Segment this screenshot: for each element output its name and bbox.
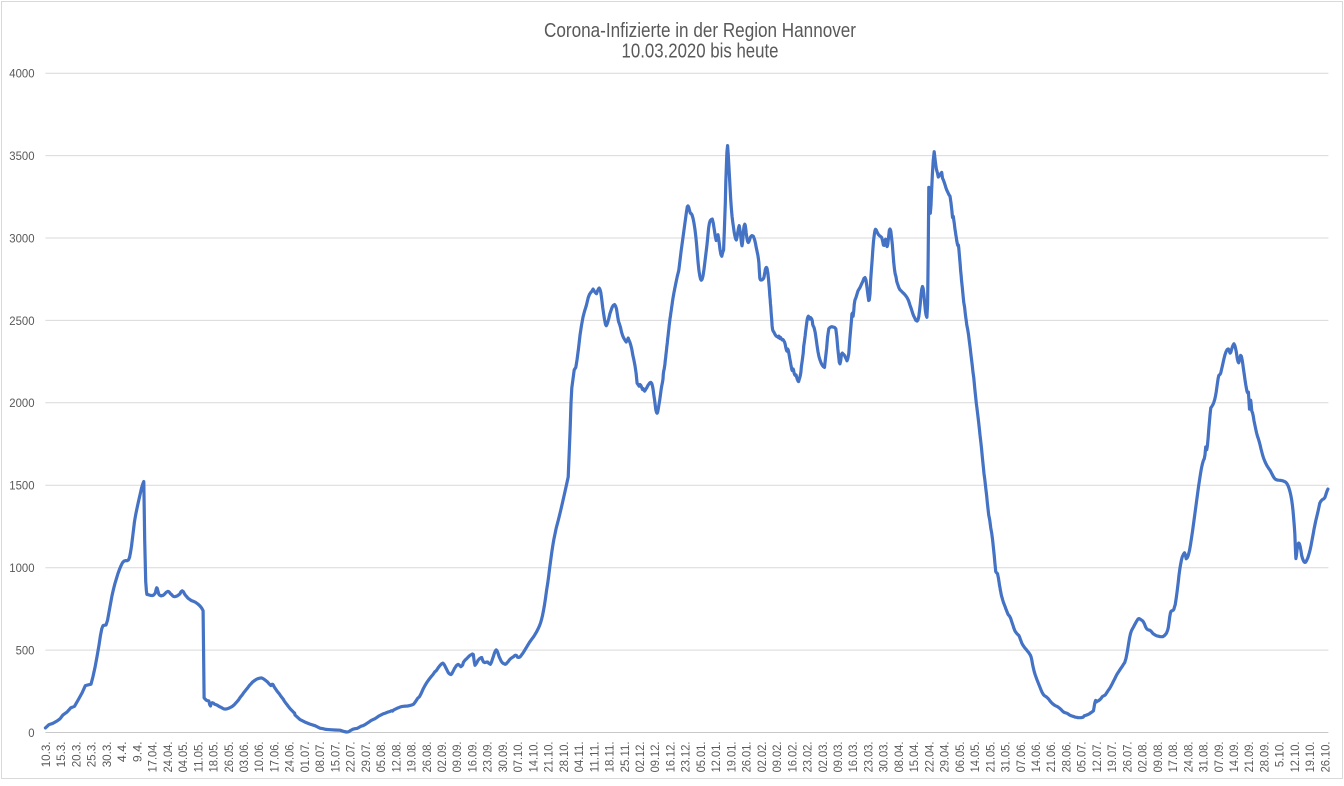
svg-text:11.11.: 11.11.: [587, 742, 601, 773]
svg-text:09.08.: 09.08.: [1151, 742, 1165, 773]
svg-text:30.3.: 30.3.: [100, 742, 114, 768]
svg-text:12.10.: 12.10.: [1288, 742, 1302, 773]
svg-text:18.11.: 18.11.: [603, 742, 617, 773]
svg-text:23.09.: 23.09.: [481, 742, 495, 773]
svg-text:2000: 2000: [9, 396, 34, 410]
svg-text:21.10.: 21.10.: [542, 742, 556, 773]
svg-text:12.01.: 12.01.: [709, 742, 723, 773]
svg-text:30.03.: 30.03.: [877, 742, 891, 773]
svg-text:07.09.: 07.09.: [1212, 742, 1226, 773]
svg-text:05.08.: 05.08.: [374, 742, 388, 773]
svg-text:22.07.: 22.07.: [344, 742, 358, 773]
svg-text:15.3.: 15.3.: [54, 742, 68, 768]
svg-text:3000: 3000: [9, 231, 34, 245]
svg-text:24.06.: 24.06.: [283, 742, 297, 773]
svg-text:12.07.: 12.07.: [1090, 742, 1104, 773]
svg-text:26.08.: 26.08.: [420, 742, 434, 773]
svg-text:16.09.: 16.09.: [466, 742, 480, 773]
svg-text:0: 0: [28, 726, 34, 740]
svg-text:15.07.: 15.07.: [328, 742, 342, 773]
svg-text:07.06.: 07.06.: [1014, 742, 1028, 773]
svg-text:26.05.: 26.05.: [222, 742, 236, 773]
svg-text:02.03.: 02.03.: [816, 742, 830, 773]
svg-text:500: 500: [16, 644, 35, 658]
svg-text:10.03.2020 bis heute: 10.03.2020 bis heute: [622, 41, 779, 63]
svg-text:26.01.: 26.01.: [740, 742, 754, 773]
svg-text:17.04.: 17.04.: [146, 742, 160, 773]
svg-text:09.09.: 09.09.: [450, 742, 464, 773]
svg-text:08.04.: 08.04.: [892, 742, 906, 773]
svg-text:24.08.: 24.08.: [1181, 742, 1195, 773]
svg-text:02.09.: 02.09.: [435, 742, 449, 773]
svg-text:10.06.: 10.06.: [252, 742, 266, 773]
svg-text:09.02.: 09.02.: [770, 742, 784, 773]
svg-text:25.3.: 25.3.: [85, 742, 99, 768]
svg-text:21.05.: 21.05.: [983, 742, 997, 773]
svg-text:12.08.: 12.08.: [389, 742, 403, 773]
svg-text:26.10.: 26.10.: [1318, 742, 1332, 773]
svg-text:02.02.: 02.02.: [755, 742, 769, 773]
svg-text:26.07.: 26.07.: [1120, 742, 1134, 773]
svg-text:16.03.: 16.03.: [846, 742, 860, 773]
svg-text:28.10.: 28.10.: [557, 742, 571, 773]
svg-text:21.06.: 21.06.: [1044, 742, 1058, 773]
svg-text:09.12.: 09.12.: [648, 742, 662, 773]
svg-text:29.07.: 29.07.: [359, 742, 373, 773]
svg-text:28.09.: 28.09.: [1258, 742, 1272, 773]
svg-text:05.07.: 05.07.: [1075, 742, 1089, 773]
svg-text:24.04.: 24.04.: [161, 742, 175, 773]
svg-text:08.07.: 08.07.: [313, 742, 327, 773]
svg-text:23.12.: 23.12.: [679, 742, 693, 773]
svg-text:3500: 3500: [9, 149, 34, 163]
svg-text:Corona-Infizierte in der Regio: Corona-Infizierte in der Region Hannover: [544, 20, 856, 42]
svg-text:14.06.: 14.06.: [1029, 742, 1043, 773]
svg-text:19.07.: 19.07.: [1105, 742, 1119, 773]
svg-text:16.12.: 16.12.: [664, 742, 678, 773]
svg-text:04.11.: 04.11.: [572, 742, 586, 773]
svg-text:28.06.: 28.06.: [1060, 742, 1074, 773]
svg-text:9.4.: 9.4.: [130, 742, 144, 763]
svg-text:29.04.: 29.04.: [938, 742, 952, 773]
svg-text:4000: 4000: [9, 67, 34, 81]
svg-text:05.01.: 05.01.: [694, 742, 708, 773]
svg-text:31.08.: 31.08.: [1197, 742, 1211, 773]
svg-text:14.05.: 14.05.: [968, 742, 982, 773]
svg-text:01.07.: 01.07.: [298, 742, 312, 773]
svg-text:25.11.: 25.11.: [618, 742, 632, 773]
svg-text:2500: 2500: [9, 314, 34, 328]
svg-text:14.10.: 14.10.: [526, 742, 540, 773]
svg-text:04.05.: 04.05.: [176, 742, 190, 773]
svg-text:15.04.: 15.04.: [907, 742, 921, 773]
svg-text:5.10.: 5.10.: [1273, 742, 1287, 768]
svg-text:19.08.: 19.08.: [405, 742, 419, 773]
svg-text:03.06.: 03.06.: [237, 742, 251, 773]
svg-text:09.03.: 09.03.: [831, 742, 845, 773]
svg-text:17.06.: 17.06.: [268, 742, 282, 773]
svg-text:14.09.: 14.09.: [1227, 742, 1241, 773]
svg-text:07.10.: 07.10.: [511, 742, 525, 773]
svg-text:23.02.: 23.02.: [801, 742, 815, 773]
svg-text:1500: 1500: [9, 479, 34, 493]
svg-text:19.01.: 19.01.: [724, 742, 738, 773]
svg-text:31.05.: 31.05.: [999, 742, 1013, 773]
svg-text:02.08.: 02.08.: [1136, 742, 1150, 773]
svg-text:22.04.: 22.04.: [922, 742, 936, 773]
svg-text:23.03.: 23.03.: [862, 742, 876, 773]
svg-text:21.09.: 21.09.: [1242, 742, 1256, 773]
svg-text:16.02.: 16.02.: [785, 742, 799, 773]
svg-text:10.3.: 10.3.: [39, 742, 53, 768]
svg-text:18.05.: 18.05.: [207, 742, 221, 773]
svg-text:17.08.: 17.08.: [1166, 742, 1180, 773]
svg-text:06.05.: 06.05.: [953, 742, 967, 773]
svg-text:19.10.: 19.10.: [1303, 742, 1317, 773]
svg-text:1000: 1000: [9, 561, 34, 575]
svg-text:02.12.: 02.12.: [633, 742, 647, 773]
svg-text:11.05.: 11.05.: [191, 742, 205, 773]
svg-text:30.09.: 30.09.: [496, 742, 510, 773]
svg-text:20.3.: 20.3.: [70, 742, 84, 768]
svg-text:4.4.: 4.4.: [115, 742, 129, 763]
